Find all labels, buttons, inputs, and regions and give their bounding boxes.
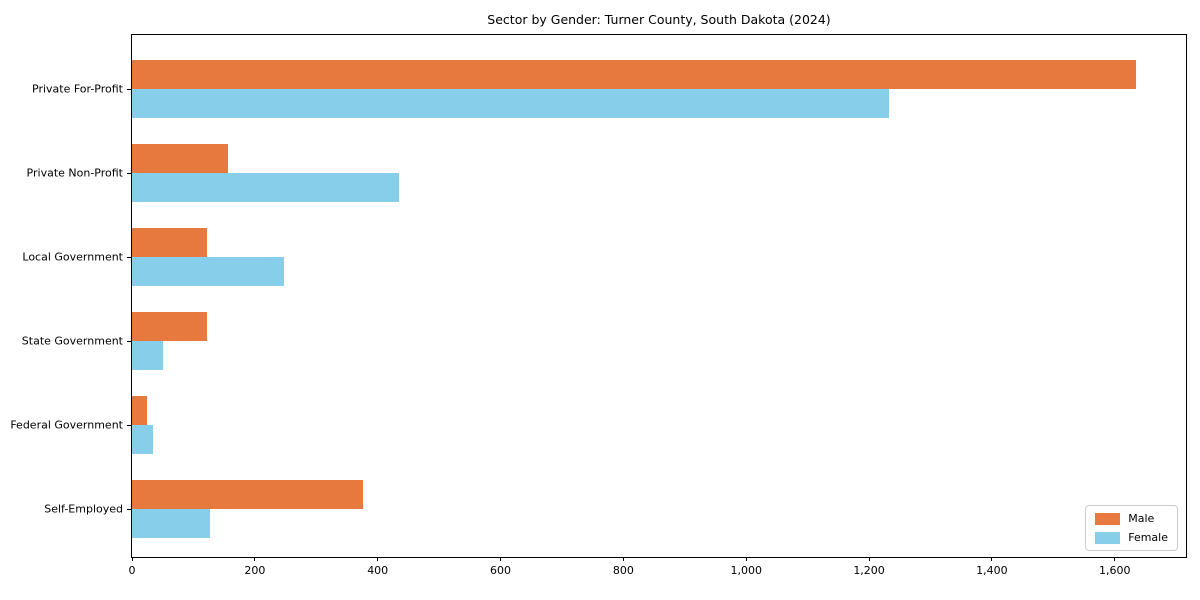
x-tick-mark <box>868 557 870 561</box>
y-tick-label-state-government: State Government <box>21 334 123 348</box>
y-tick-label-federal-government: Federal Government <box>10 418 123 432</box>
bar-female-self-employed <box>132 509 210 538</box>
chart-title: Sector by Gender: Turner County, South D… <box>487 12 831 27</box>
x-tick-label-200: 200 <box>244 564 266 577</box>
bar-female-local-government <box>132 257 284 286</box>
legend-label-male: Male <box>1128 512 1155 525</box>
x-tick-label-1-400: 1,400 <box>976 564 1008 577</box>
x-tick-label-600: 600 <box>490 564 512 577</box>
x-tick-mark <box>1114 557 1116 561</box>
legend-item-male: Male <box>1095 512 1168 525</box>
y-tick-label-private-for-profit: Private For-Profit <box>32 82 123 96</box>
x-tick-mark <box>622 557 624 561</box>
y-tick-mark <box>127 340 131 342</box>
y-tick-mark <box>127 256 131 258</box>
x-tick-mark <box>500 557 502 561</box>
legend: Male Female <box>1085 505 1178 551</box>
x-tick-label-400: 400 <box>367 564 389 577</box>
y-tick-mark <box>127 424 131 426</box>
y-tick-label-self-employed: Self-Employed <box>44 502 123 516</box>
legend-item-female: Female <box>1095 531 1168 544</box>
x-tick-label-1-000: 1,000 <box>730 564 762 577</box>
x-tick-label-1-200: 1,200 <box>853 564 885 577</box>
bar-male-state-government <box>132 312 207 341</box>
x-tick-mark <box>745 557 747 561</box>
bar-male-private-non-profit <box>132 144 228 173</box>
bar-male-federal-government <box>132 396 147 425</box>
x-tick-mark <box>377 557 379 561</box>
x-tick-label-0: 0 <box>128 564 136 577</box>
bar-female-private-for-profit <box>132 89 890 118</box>
legend-swatch-male <box>1095 512 1121 525</box>
y-tick-mark <box>127 88 131 90</box>
y-tick-label-local-government: Local Government <box>22 250 123 264</box>
y-tick-mark <box>127 172 131 174</box>
x-tick-mark <box>991 557 993 561</box>
x-tick-label-800: 800 <box>612 564 634 577</box>
y-tick-label-private-non-profit: Private Non-Profit <box>26 166 123 180</box>
y-tick-mark <box>127 508 131 510</box>
legend-swatch-female <box>1095 531 1121 544</box>
legend-label-female: Female <box>1128 531 1168 544</box>
plot-area: Male Female Private For-Profit Private Non… <box>10 34 1187 577</box>
bar-female-state-government <box>132 341 163 370</box>
bar-male-private-for-profit <box>132 60 1136 89</box>
x-tick-label-1-600: 1,600 <box>1099 564 1131 577</box>
x-tick-mark <box>131 557 133 561</box>
bar-female-private-non-profit <box>132 173 399 202</box>
bar-male-self-employed <box>132 480 363 509</box>
bar-male-local-government <box>132 228 207 257</box>
x-tick-mark <box>254 557 256 561</box>
bar-female-federal-government <box>132 425 153 454</box>
